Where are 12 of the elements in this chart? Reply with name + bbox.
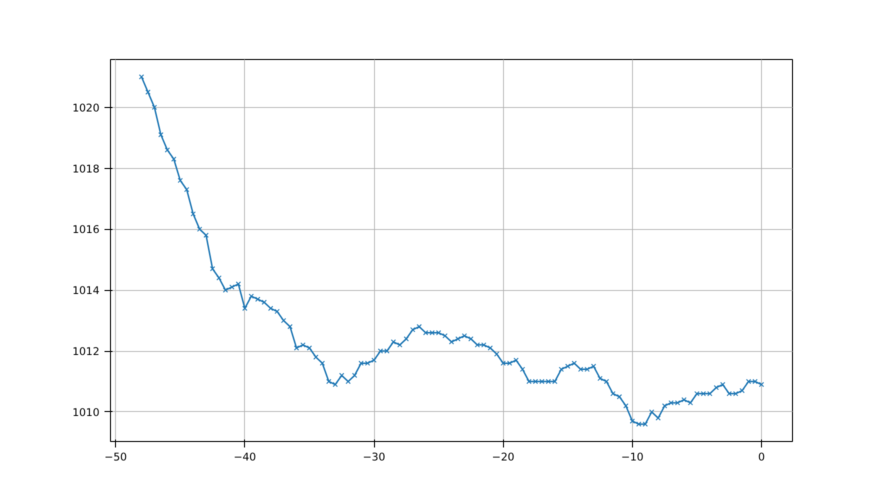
y-tick-label: 1016 <box>72 223 100 236</box>
x-tick-label: −40 <box>234 450 256 464</box>
y-tick-label: 1020 <box>72 101 100 114</box>
x-tick-label: −30 <box>362 450 386 464</box>
x-tick-label: −10 <box>621 450 644 464</box>
x-tick-label: −50 <box>104 450 128 464</box>
y-tick-label: 1018 <box>72 162 100 176</box>
y-tick-label: 1012 <box>72 345 100 358</box>
y-tick-label: 1014 <box>72 284 100 298</box>
x-tick-label: −20 <box>492 450 515 464</box>
y-tick-label: 1010 <box>72 406 100 419</box>
x-tick-label: 0 <box>758 450 766 464</box>
